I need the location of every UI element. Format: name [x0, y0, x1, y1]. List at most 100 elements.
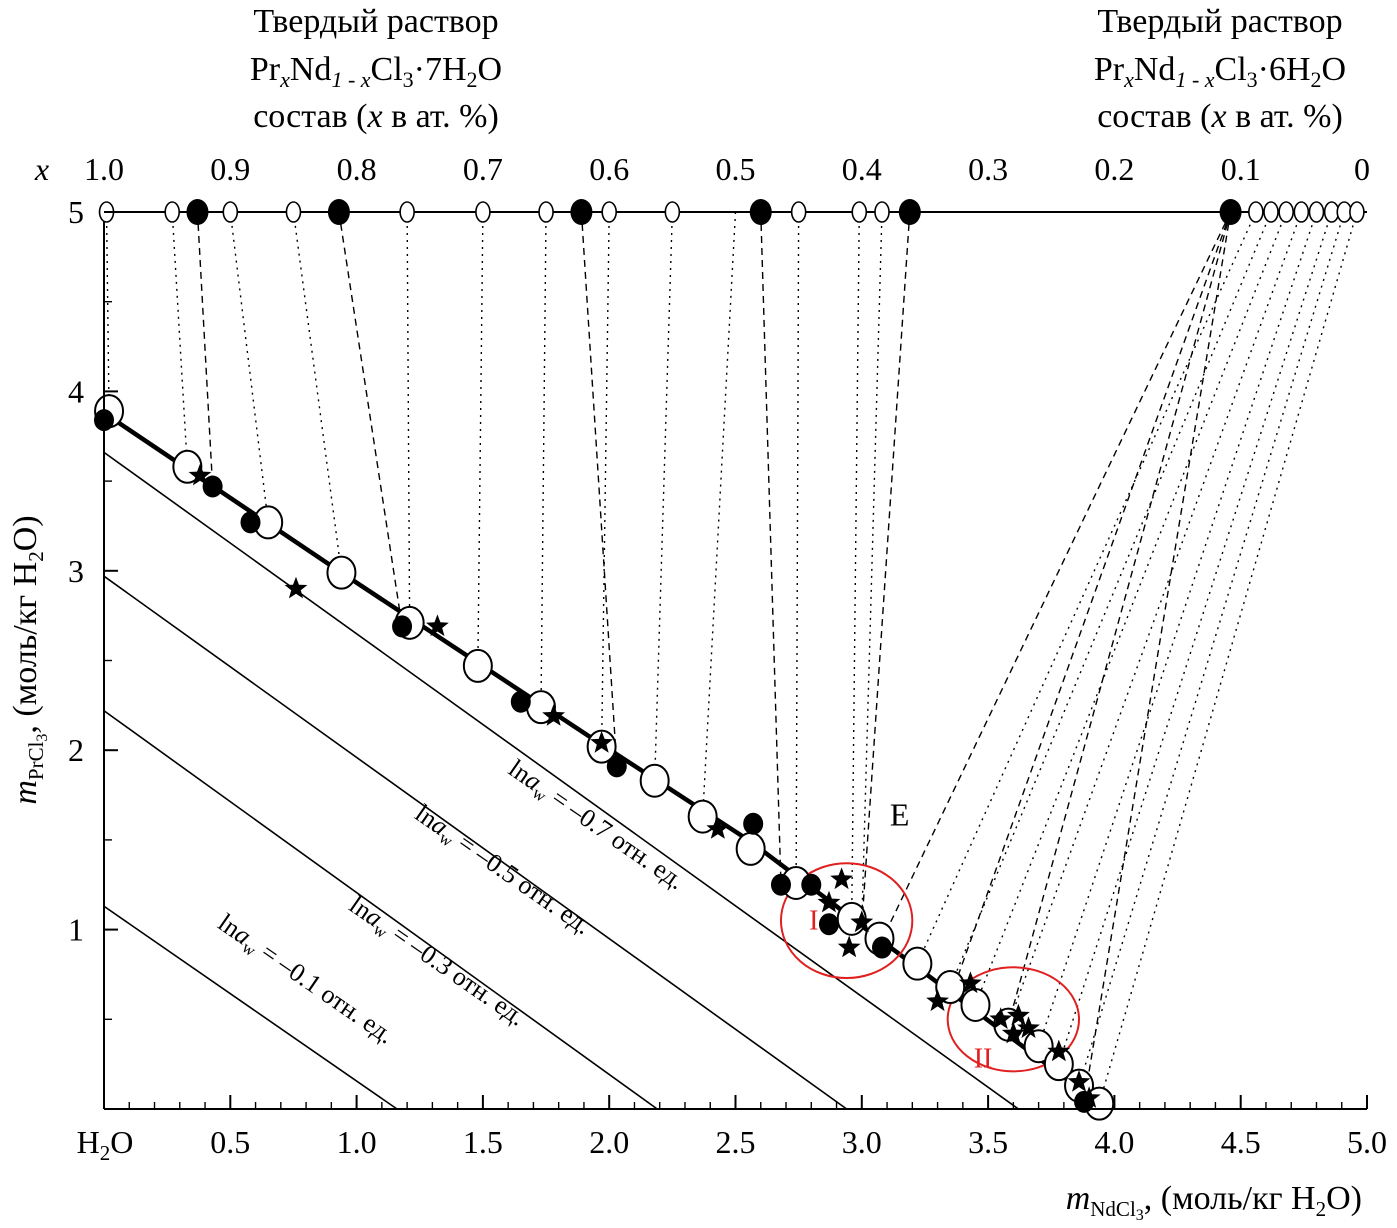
x-title-sub2: 3 [1136, 1207, 1144, 1224]
tieline-dotted-15 [974, 211, 1287, 1006]
open-circle-point-15 [935, 970, 966, 1005]
formula-3: 3 [1247, 67, 1258, 92]
isoline-2 [103, 575, 848, 1110]
tieline-dashed-3 [760, 211, 782, 885]
top-open-marker-16 [1308, 201, 1325, 223]
y-tick-label-1: 2 [68, 732, 84, 768]
x-title-units2: 2 [1316, 1197, 1327, 1221]
isoline-label-text: = –0.3 отн. ед. [382, 916, 531, 1032]
tieline-dashed-1 [338, 211, 403, 627]
top-open-marker-7 [601, 201, 618, 223]
header-left-formula: PrxNd1 - xCl3·7H2O [250, 51, 502, 92]
star-point-14 [1017, 1016, 1040, 1038]
tieline-dashed-0 [196, 211, 214, 487]
formula-2: 2 [467, 67, 478, 92]
top-open-marker-12 [1248, 201, 1264, 223]
formula-o: O [1322, 51, 1347, 88]
star-point-3 [542, 704, 565, 726]
formula-3: 3 [403, 67, 414, 92]
x-tick-label-7: 4.0 [1094, 1124, 1134, 1160]
isoline-3 [103, 451, 1019, 1110]
y-title-units: , (моль/кг H [7, 562, 44, 734]
x-tick-label-5: 3.0 [842, 1124, 882, 1160]
filled-circle-point-9 [818, 913, 839, 936]
tieline-dotted-5 [477, 211, 484, 666]
tieline-dotted-11 [850, 211, 860, 919]
top-open-marker-14 [1278, 201, 1294, 223]
top-open-marker-10 [851, 201, 868, 223]
tieline-dashed-6 [1007, 211, 1232, 1025]
star-point-8 [837, 935, 861, 958]
composition-post: в ат. %) [383, 98, 499, 135]
x-origin-sub: 2 [100, 1141, 111, 1165]
top-open-marker-13 [1263, 201, 1279, 223]
filled-circle-point-10 [872, 936, 893, 959]
tieline-dotted-0 [105, 211, 110, 412]
isoline-label-text: = –0.7 отн. ед. [541, 780, 690, 896]
top-filled-marker-2 [570, 199, 593, 225]
tieline-dashed-2 [580, 211, 618, 767]
formula-o: O [478, 51, 503, 88]
open-circle-point-5 [462, 648, 493, 683]
x-title-sub: NdCl [1090, 1197, 1136, 1221]
tieline-dotted-10 [795, 211, 800, 883]
filled-circle-point-7 [770, 873, 791, 896]
top-axis-label: x [34, 151, 49, 187]
x-title-m: m [1066, 1180, 1091, 1217]
x-origin-label: H2O [77, 1124, 134, 1165]
star-point-5 [706, 817, 730, 839]
open-circle-point-8 [639, 763, 670, 798]
tieline-dotted-17 [1037, 211, 1318, 1047]
open-circle-point-9 [687, 799, 718, 834]
formula-2: 2 [1311, 67, 1322, 92]
x-tick-label-1: 1.0 [337, 1124, 377, 1160]
star-point-6 [830, 867, 853, 890]
tieline-dotted-8 [653, 211, 674, 781]
tieline-dashed-7 [1083, 211, 1232, 1102]
top-open-marker-11 [874, 201, 890, 223]
formula-x: x [1123, 67, 1134, 92]
y-axis-title: mPrCl3, (моль/кг H2O) [7, 515, 51, 804]
top-open-marker-3 [285, 201, 302, 223]
formula-nd: Nd [1134, 51, 1176, 88]
filled-circle-point-5 [606, 755, 627, 778]
y-title-m: m [7, 780, 44, 805]
x-tick-label-6: 3.5 [968, 1124, 1008, 1160]
top-axis-tick-label-6: 0.4 [842, 151, 882, 187]
top-filled-marker-4 [898, 199, 921, 225]
star-point-0 [188, 463, 212, 486]
top-axis-tick-label-9: 0.1 [1221, 151, 1261, 187]
y-title-sub: PrCl [24, 741, 48, 780]
filled-circle-point-1 [202, 475, 223, 498]
star-point-12 [989, 1007, 1013, 1029]
y-tick-label-2: 3 [68, 553, 84, 589]
open-circle-point-16 [960, 987, 991, 1022]
tieline-dashed-5 [949, 211, 1232, 999]
top-open-marker-5 [475, 201, 491, 223]
top-axis-tick-label-5: 0.5 [716, 151, 756, 187]
tieline-dotted-19 [1078, 211, 1345, 1086]
tieline-dotted-13 [916, 211, 1257, 964]
region-ellipse-2 [946, 966, 1081, 1073]
star-point-2 [426, 614, 449, 637]
top-axis-tick-label-10: 0 [1354, 151, 1370, 187]
top-open-marker-1 [164, 201, 181, 223]
formula-nd: Nd [290, 51, 332, 88]
y-title-units3: O) [7, 515, 44, 551]
star-point-1 [284, 576, 308, 599]
tieline-dotted-16 [1007, 211, 1302, 1025]
y-title-units2: 2 [24, 551, 48, 562]
star-point-10 [926, 989, 949, 1012]
top-open-marker-4 [399, 201, 415, 223]
formula-h: ·6H [1258, 51, 1311, 88]
filled-circle-point-4 [510, 690, 531, 713]
region-label-1: I [809, 906, 818, 937]
tieline-dotted-20 [1098, 211, 1358, 1104]
top-open-marker-6 [538, 201, 554, 223]
top-filled-marker-3 [749, 199, 772, 225]
isoline-label-text: = –0.1 отн. ед. [250, 934, 399, 1050]
composition-x: x [366, 98, 382, 135]
region-label-2: II [974, 1044, 993, 1075]
formula-1mx: 1 - x [331, 67, 370, 92]
top-filled-marker-5 [1219, 199, 1242, 225]
